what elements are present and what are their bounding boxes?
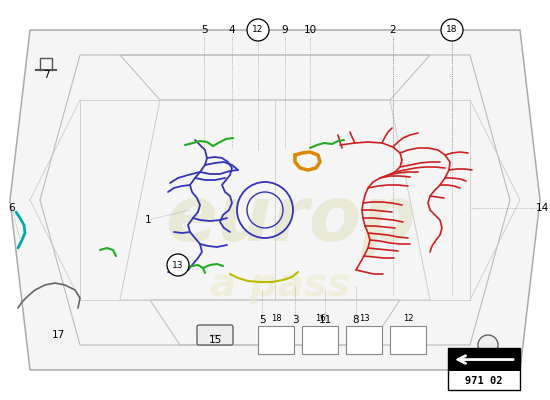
Text: 15: 15 (208, 335, 222, 345)
Text: 18: 18 (446, 26, 458, 34)
Circle shape (247, 19, 269, 41)
Text: 9: 9 (282, 25, 288, 35)
FancyBboxPatch shape (448, 348, 520, 390)
Text: 17: 17 (51, 330, 65, 340)
FancyBboxPatch shape (448, 348, 520, 371)
Text: 5: 5 (258, 315, 265, 325)
FancyBboxPatch shape (197, 325, 233, 345)
Text: 2: 2 (390, 25, 397, 35)
FancyBboxPatch shape (258, 326, 294, 354)
Text: 12: 12 (252, 26, 263, 34)
Text: 11: 11 (318, 315, 332, 325)
Text: 4: 4 (229, 25, 235, 35)
Text: 6: 6 (9, 203, 15, 213)
Circle shape (478, 335, 498, 355)
FancyBboxPatch shape (302, 326, 338, 354)
Circle shape (167, 254, 189, 276)
Text: 971 02: 971 02 (465, 376, 503, 386)
Text: 3: 3 (292, 315, 298, 325)
Text: 13: 13 (359, 314, 369, 323)
Text: 8: 8 (353, 315, 359, 325)
Text: 1: 1 (145, 215, 151, 225)
Circle shape (441, 19, 463, 41)
Text: 12: 12 (403, 314, 413, 323)
Text: 5: 5 (201, 25, 207, 35)
Polygon shape (10, 30, 540, 370)
Text: a pass: a pass (210, 266, 350, 304)
Text: 10: 10 (304, 25, 317, 35)
Text: 13: 13 (172, 260, 184, 270)
Text: europ: europ (165, 183, 416, 257)
Text: 16: 16 (315, 314, 325, 323)
Text: 7: 7 (43, 70, 50, 80)
Text: 14: 14 (535, 203, 549, 213)
Text: 18: 18 (271, 314, 281, 323)
FancyBboxPatch shape (346, 326, 382, 354)
FancyBboxPatch shape (390, 326, 426, 354)
